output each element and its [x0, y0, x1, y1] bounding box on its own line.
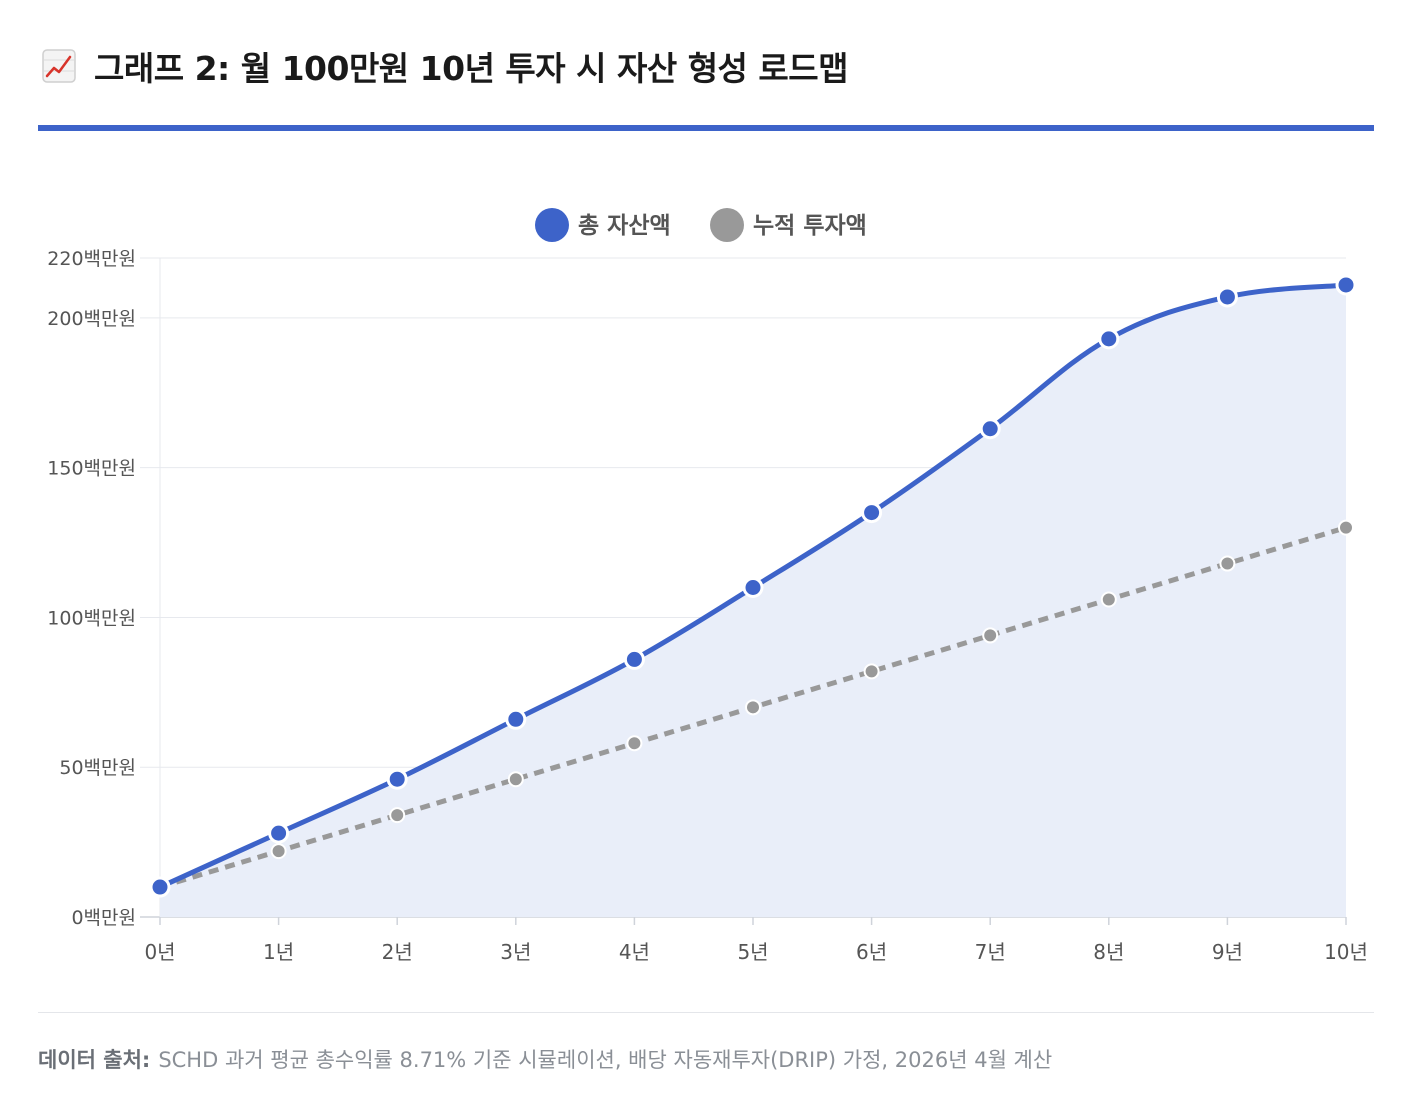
total-assets-point [742, 577, 764, 598]
invested-point [507, 771, 524, 788]
x-tick-label: 1년 [263, 940, 294, 964]
y-tick-label: 200백만원 [47, 308, 136, 330]
plot-area [149, 274, 1357, 917]
data-source-text: SCHD 과거 평균 총수익률 8.71% 기준 시뮬레이션, 배당 자동재투자… [158, 1048, 1053, 1072]
total-assets-point [861, 502, 883, 524]
x-tick-label: 8년 [1093, 940, 1124, 964]
x-tick-label: 3년 [500, 940, 531, 964]
legend-label: 총 자산액 [578, 213, 671, 239]
invested-point [745, 699, 761, 716]
invested-point [1219, 555, 1236, 572]
total-assets-point [623, 648, 645, 670]
data-source-label: 데이터 출처: [38, 1048, 151, 1072]
total-assets-point [979, 418, 1001, 440]
x-tick-label: 10년 [1324, 940, 1368, 964]
invested-point [1100, 591, 1117, 608]
y-tick-label: 0백만원 [71, 907, 136, 929]
invested-point [270, 843, 287, 860]
y-tick-label: 100백만원 [47, 607, 136, 629]
legend-swatch [535, 208, 569, 242]
invested-point [389, 807, 406, 824]
total-assets-point [505, 708, 527, 730]
total-assets-point [1335, 274, 1357, 296]
invested-point [626, 735, 643, 752]
invested-point [982, 627, 999, 644]
y-tick-label: 150백만원 [47, 458, 136, 480]
x-tick-label: 7년 [975, 940, 1006, 964]
y-axis: 0백만원 50백만원 100백만원 150백만원 200백만원 220백만원 [47, 248, 136, 929]
legend-label: 누적 투자액 [753, 213, 867, 239]
page-title: 그래프 2: 월 100만원 10년 투자 시 자산 형성 로드맵 [94, 49, 848, 88]
footer-divider [38, 1012, 1374, 1013]
legend: 총 자산액 누적 투자액 [535, 208, 867, 242]
asset-line-chart: 총 자산액 누적 투자액 0백만원 50백만원 100백만원 150백만원 200백만원 2… [47, 208, 1368, 964]
invested-point [863, 663, 880, 680]
x-tick-label: 4년 [619, 940, 650, 964]
x-tick-label: 9년 [1212, 940, 1243, 964]
y-tick-label: 220백만원 [47, 248, 136, 270]
total-assets-point [268, 822, 290, 844]
x-axis: 0년 1년 2년 3년 4년 5년 6년 7년 8년 9년 10년 [144, 917, 1368, 964]
total-assets-area [160, 284, 1346, 917]
total-assets-point [1098, 328, 1120, 350]
y-tick-label: 50백만원 [59, 757, 136, 779]
legend-swatch [710, 208, 744, 242]
title-row: 그래프 2: 월 100만원 10년 투자 시 자산 형성 로드맵 [42, 38, 848, 94]
invested-point [1338, 519, 1354, 536]
total-assets-point [149, 876, 171, 898]
x-tick-label: 5년 [737, 940, 768, 964]
x-tick-label: 2년 [382, 940, 413, 964]
chart-increasing-icon [42, 49, 76, 83]
total-assets-point [386, 768, 408, 790]
title-divider [38, 125, 1374, 131]
x-tick-label: 0년 [144, 940, 175, 964]
data-source-note: 데이터 출처: SCHD 과거 평균 총수익률 8.71% 기준 시뮬레이션, 배… [38, 1044, 1052, 1074]
x-tick-label: 6년 [856, 940, 887, 964]
chart-area: 총 자산액 누적 투자액 0백만원 50백만원 100백만원 150백만원 200백만원 2… [0, 180, 1414, 980]
total-assets-point [1216, 286, 1238, 308]
